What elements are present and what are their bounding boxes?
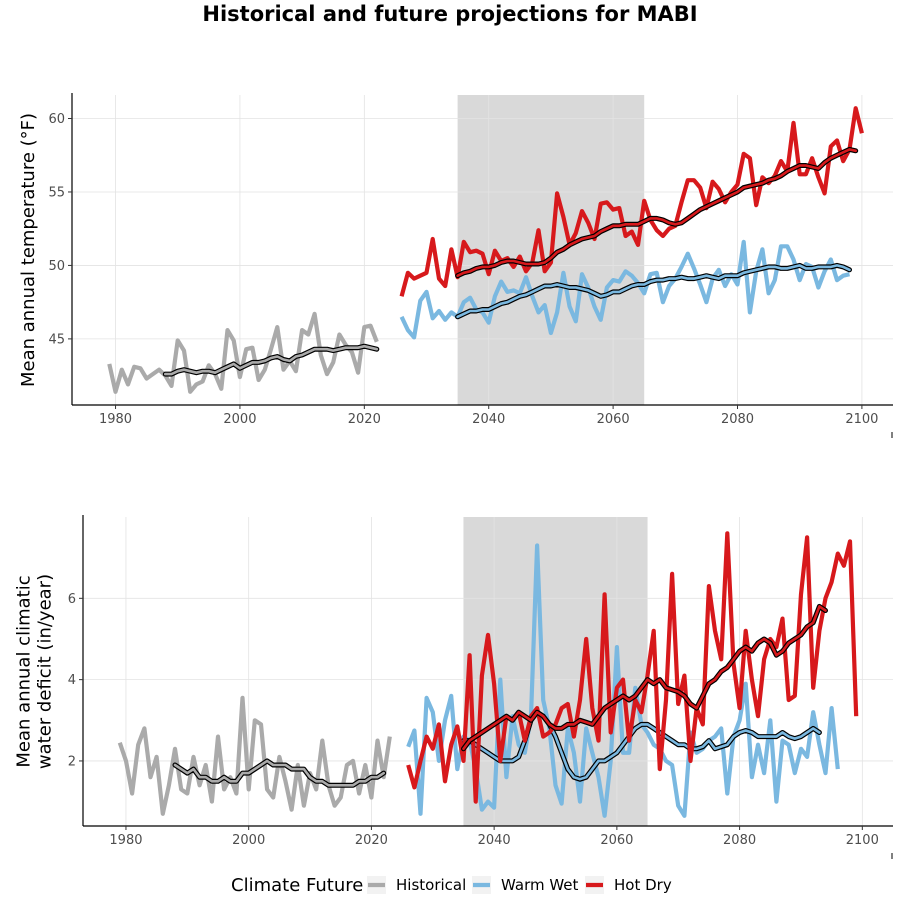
x-tick-label: 2080 <box>721 412 754 427</box>
temperature-panel: 1980 2000 2020 2040 2060 2080 2100 45 50 55 60 Mean… <box>18 93 893 438</box>
legend-label-hot-dry: Hot Dry <box>614 876 672 894</box>
x-tick-label: 2020 <box>348 412 381 427</box>
historical-line <box>117 695 392 816</box>
warm-wet-smoothed-line <box>462 710 821 781</box>
y-tick-label: 6 <box>68 592 76 607</box>
x-tick-label: 1980 <box>99 412 132 427</box>
x-tick-label: 2100 <box>846 833 879 848</box>
y-tick-label: 60 <box>48 112 65 127</box>
x-tick-label: 2080 <box>723 833 756 848</box>
x-tick-label: 2060 <box>600 833 633 848</box>
x-tick-label: 2040 <box>472 412 505 427</box>
y-tick-label: 45 <box>48 332 65 347</box>
x-tick-label: 2020 <box>355 833 388 848</box>
warm-wet-line <box>406 543 840 818</box>
warm-wet-smoothed-line <box>456 264 851 319</box>
x-tick-label: 2000 <box>223 412 256 427</box>
y-tick-label: 50 <box>48 259 65 274</box>
legend: Climate Future Historical Warm Wet Hot Dry <box>231 875 672 896</box>
y-tick-label: 55 <box>48 185 65 200</box>
hot-dry-smoothed-line <box>456 148 858 278</box>
y-axis-label: Mean annual temperature (°F) <box>18 113 39 387</box>
x-tick-label: 2060 <box>597 412 630 427</box>
legend-title: Climate Future <box>231 875 363 896</box>
legend-label-warm-wet: Warm Wet <box>501 876 579 894</box>
historical-line <box>107 311 379 394</box>
chart-title: Historical and future projections for MA… <box>202 2 697 26</box>
y-tick-label: 2 <box>68 754 76 769</box>
y-axis-label: water deficit (in/year) <box>35 574 56 769</box>
historical-smoothed-line <box>164 344 379 376</box>
y-tick-label: 4 <box>68 673 76 688</box>
y-axis-label: Mean annual climatic <box>14 575 35 767</box>
x-tick-label: 2040 <box>478 833 511 848</box>
hot-dry-line <box>406 531 859 804</box>
legend-label-historical: Historical <box>396 876 466 894</box>
historical-smoothed-line <box>173 759 386 787</box>
water-deficit-panel: 1980 2000 2020 2040 2060 2080 2100 2 4 6 Mean annu… <box>14 515 893 859</box>
hot-dry-smoothed-line <box>462 605 827 751</box>
x-tick-label: 2100 <box>845 412 878 427</box>
hot-dry-line <box>399 106 864 297</box>
x-tick-label: 1980 <box>109 833 142 848</box>
x-tick-label: 2000 <box>232 833 265 848</box>
